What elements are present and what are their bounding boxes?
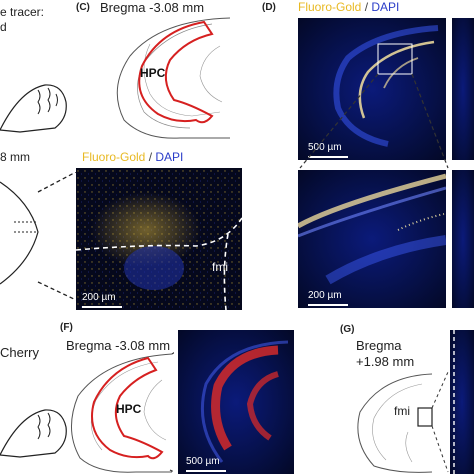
panel-d-dapi-label: DAPI [371,0,400,14]
panel-d-letter: (D) [262,2,276,13]
panel-d-fluoro-gold-label: Fluoro-Gold [298,0,362,14]
panel-a-brain-sketch [0,84,67,133]
panel-f-scale-bar [186,470,226,472]
panel-d-bottom-image: 200 µm [298,170,446,308]
panel-e-image: fmi 200 µm [76,168,242,310]
panel-c-hpc-label: HPC [140,66,166,80]
panel-g-bregma-2: +1.98 mm [356,354,415,369]
panel-g-image [450,330,474,474]
panel-b-section-sketch [0,172,77,301]
panel-d-top-scale-bar [308,156,348,158]
panel-e-fmi-label: fmi [212,260,228,274]
panel-e-stain-label: Fluoro-Gold / DAPI [82,150,183,164]
panel-e-scale-bar [82,306,122,308]
panel-g-atlas-section [357,372,449,473]
panel-d-separator: / [361,0,372,14]
panel-a-text-1: e tracer: [0,5,45,19]
panel-e-separator: / [145,150,156,164]
panel-d-zoom-lines [299,73,449,169]
panel-e-left-text: Cherry [0,345,40,360]
panel-c-letter: (C) [76,2,90,13]
panel-g-bregma-1: Bregma [356,338,402,353]
panel-g-fmi-label: fmi [394,404,410,418]
panel-d-bottom-image-2 [452,170,474,308]
panel-e-dapi-label: DAPI [155,150,184,164]
panel-d-top-image-2 [452,18,474,160]
panel-d-top-scale-label: 500 µm [308,142,342,153]
panel-b-bregma-fragment: 8 mm [0,150,30,164]
panel-f-bregma: Bregma -3.08 mm [66,338,171,353]
panel-e-fluoro-gold-label: Fluoro-Gold [82,150,146,164]
panel-d-top-image: 500 µm [298,18,446,160]
panel-c-bregma: Bregma -3.08 mm [100,0,205,15]
panel-d-stain-label: Fluoro-Gold / DAPI [298,0,399,14]
panel-d-bottom-scale-label: 200 µm [308,290,342,301]
panel-f-letter: (F) [60,322,73,333]
panel-e-left-brain-sketch [0,409,67,458]
panel-f-image: 500 µm [178,330,294,474]
panel-e-scale-label: 200 µm [82,292,116,303]
panel-d-bottom-scale-bar [308,304,348,306]
panel-f-hpc-label: HPC [116,402,142,416]
panel-c-atlas-section [116,17,231,139]
panel-f-atlas-section [70,351,174,473]
panel-a-text-2: d [0,20,7,34]
panel-g-letter: (G) [340,324,355,335]
panel-f-scale-label: 500 µm [186,456,220,467]
